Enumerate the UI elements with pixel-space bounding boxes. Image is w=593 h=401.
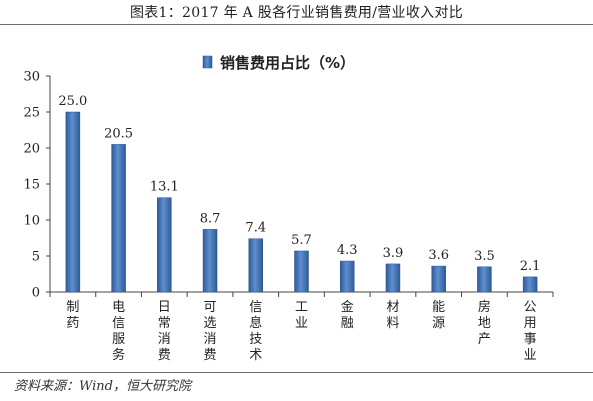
chart-axes: 0 5 10 15 20 25 30 — [23, 70, 554, 301]
chart-legend: 销售费用占比（%） — [202, 54, 355, 72]
data-label: 20.5 — [104, 126, 133, 141]
data-label: 3.5 — [474, 249, 495, 264]
y-tick-label: 0 — [32, 286, 40, 301]
bar — [431, 265, 446, 293]
category-label: 费 — [158, 348, 171, 363]
bottom-divider — [0, 372, 593, 373]
category-label: 房 — [478, 299, 491, 315]
category-label: 料 — [386, 316, 399, 331]
bar — [111, 144, 126, 293]
category-label: 融 — [341, 316, 354, 331]
bar — [294, 250, 309, 293]
category-label: 消 — [158, 332, 171, 347]
data-label: 3.6 — [428, 248, 449, 263]
data-label: 5.7 — [291, 233, 312, 248]
category-label: 能 — [432, 300, 445, 315]
category-label: 源 — [432, 316, 445, 331]
category-label: 公 — [524, 300, 537, 315]
category-label: 电 — [112, 300, 125, 315]
category-label: 药 — [66, 316, 79, 331]
legend-label: 销售费用占比（%） — [220, 54, 355, 72]
category-label: 消 — [204, 332, 217, 347]
y-tick-label: 25 — [23, 106, 40, 121]
category-label: 业 — [524, 348, 537, 363]
legend-swatch — [202, 55, 213, 69]
category-label: 费 — [204, 348, 217, 363]
category-label: 技 — [249, 332, 262, 347]
y-tick-label: 10 — [23, 214, 40, 229]
category-label: 材 — [386, 300, 399, 315]
category-label: 工 — [295, 300, 308, 315]
y-tick-label: 20 — [23, 142, 40, 157]
category-label: 信 — [112, 316, 125, 331]
data-label: 2.1 — [520, 259, 541, 274]
page-title: 图表1：2017 年 A 股各行业销售费用/营业收入对比 — [129, 5, 464, 21]
data-label: 3.9 — [383, 246, 404, 261]
chart-bars: 25.0制药20.5电信服务13.1日常消费8.7可选消费7.4信息技术5.7工… — [58, 94, 540, 363]
category-label: 术 — [249, 348, 262, 363]
bar — [339, 260, 355, 293]
y-tick-label: 30 — [23, 70, 40, 85]
category-label: 服 — [112, 332, 125, 347]
category-label: 用 — [524, 316, 537, 331]
data-label: 25.0 — [58, 94, 87, 109]
category-label: 日 — [158, 300, 171, 315]
bar — [65, 111, 81, 293]
data-label: 4.3 — [337, 243, 358, 258]
bar — [248, 238, 264, 293]
bar — [157, 197, 172, 293]
category-label: 可 — [204, 300, 217, 315]
source-note: 资料来源：Wind，恒大研究院 — [14, 379, 191, 394]
category-label: 地 — [478, 316, 491, 331]
category-label: 产 — [478, 332, 491, 347]
category-label: 息 — [249, 315, 262, 331]
category-label: 制 — [66, 300, 79, 315]
category-label: 常 — [158, 316, 171, 331]
category-label: 业 — [295, 316, 308, 331]
category-label: 事 — [524, 332, 537, 347]
y-tick-label: 5 — [32, 250, 40, 265]
category-label: 务 — [112, 347, 125, 363]
bar — [385, 263, 401, 293]
category-label: 选 — [204, 316, 217, 331]
bar — [522, 276, 538, 293]
bar — [202, 229, 218, 293]
category-label: 信 — [249, 300, 262, 315]
data-label: 8.7 — [200, 211, 221, 226]
category-label: 金 — [341, 299, 354, 315]
data-label: 13.1 — [150, 180, 179, 195]
data-label: 7.4 — [245, 221, 266, 236]
y-tick-label: 15 — [23, 178, 40, 193]
bar — [477, 266, 492, 293]
top-divider — [0, 24, 593, 25]
